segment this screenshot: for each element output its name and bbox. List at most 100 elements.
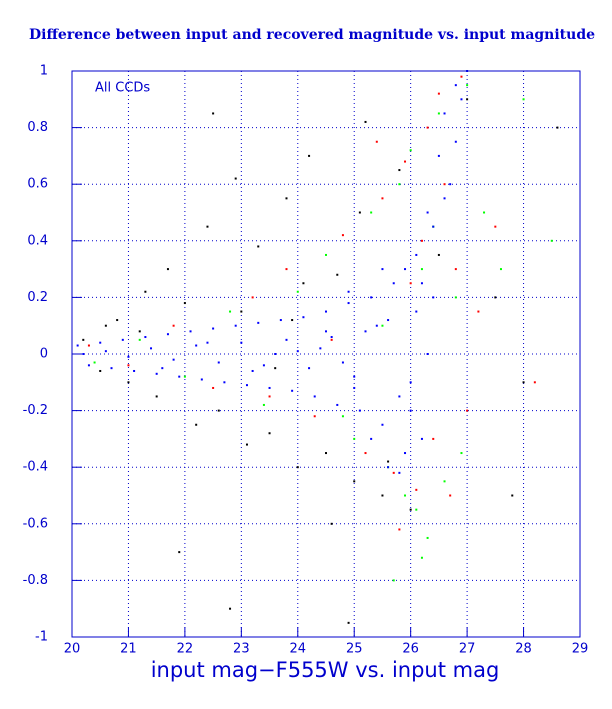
scatter-point — [426, 126, 429, 129]
y-tick-label: 1 — [40, 64, 48, 79]
y-tick-label: -0.6 — [23, 516, 48, 531]
scatter-point — [494, 296, 497, 299]
scatter-point — [325, 330, 327, 333]
scatter-point — [437, 92, 440, 95]
scatter-point — [127, 355, 130, 358]
scatter-point — [449, 494, 452, 497]
scatter-point — [212, 327, 215, 330]
scatter-point — [404, 160, 407, 163]
scatter-point — [460, 75, 463, 78]
scatter-point — [319, 347, 322, 350]
scatter-point — [217, 409, 220, 412]
scatter-point — [426, 211, 429, 214]
scatter-point — [245, 443, 248, 446]
scatter-point — [144, 290, 147, 293]
scatter-point — [499, 268, 502, 271]
scatter-point — [550, 239, 553, 242]
scatter-point — [110, 367, 113, 370]
scatter-point — [234, 324, 237, 327]
scatter-point — [358, 211, 361, 214]
scatter-point — [99, 341, 102, 344]
x-tick-label: 23 — [233, 642, 250, 657]
scatter-point — [556, 126, 559, 129]
scatter-point — [449, 183, 452, 186]
scatter-point — [398, 471, 401, 474]
y-tick-label: -1 — [35, 630, 48, 645]
x-axis-label: input mag−F555W vs. input mag — [151, 658, 500, 682]
scatter-point — [296, 466, 299, 469]
scatter-point — [454, 296, 457, 299]
scatter-point — [285, 338, 288, 341]
scatter-point — [133, 369, 136, 372]
scatter-point — [87, 364, 90, 367]
scatter-point — [387, 466, 390, 469]
scatter-point — [426, 536, 429, 539]
scatter-point — [144, 336, 147, 339]
x-tick-label: 26 — [402, 642, 419, 657]
scatter-point — [183, 302, 186, 305]
scatter-point — [347, 302, 350, 305]
scatter-point — [409, 381, 412, 384]
scatter-point — [223, 381, 226, 384]
scatter-point — [330, 338, 333, 341]
scatter-point — [336, 273, 339, 276]
scatter-point — [353, 375, 356, 378]
scatter-point — [296, 350, 299, 353]
scatter-point — [398, 183, 401, 186]
scatter-point — [409, 149, 412, 152]
scatter-point — [104, 350, 107, 353]
y-tick-label: -0.8 — [23, 573, 48, 588]
scatter-point — [285, 197, 288, 200]
scatter-point — [392, 471, 395, 474]
scatter-point — [437, 112, 440, 115]
scatter-point — [404, 268, 407, 271]
scatter-point — [341, 415, 344, 418]
scatter-point — [234, 177, 237, 180]
scatter-point — [454, 84, 457, 87]
scatter-point — [387, 319, 390, 322]
x-tick-label: 29 — [572, 642, 589, 657]
scatter-point — [195, 423, 198, 426]
scatter-point — [178, 375, 181, 378]
scatter-point — [172, 358, 175, 361]
scatter-point — [325, 310, 327, 313]
scatter-point — [353, 386, 356, 389]
annotation: All CCDs — [95, 81, 150, 96]
scatter-point — [268, 432, 271, 435]
scatter-point — [358, 409, 361, 412]
scatter-point — [296, 290, 299, 293]
scatter-point — [533, 381, 536, 384]
scatter-point — [415, 488, 418, 491]
scatter-point — [155, 395, 158, 398]
scatter-point — [76, 344, 79, 347]
scatter-point — [82, 353, 85, 355]
scatter-point — [206, 341, 209, 344]
scatter-point — [121, 338, 124, 341]
x-tick-label: 20 — [64, 642, 81, 657]
scatter-point — [511, 494, 514, 497]
scatter-point — [116, 319, 119, 322]
scatter-point — [522, 98, 525, 101]
scatter-point — [313, 395, 316, 398]
scatter-point — [387, 460, 390, 463]
scatter-point — [251, 369, 254, 372]
scatter-point — [353, 437, 356, 440]
scatter-point — [437, 154, 440, 157]
x-tick-label: 25 — [346, 642, 363, 657]
scatter-point — [392, 579, 395, 582]
scatter-point — [353, 480, 356, 483]
scatter-point — [381, 494, 384, 497]
scatter-point — [347, 290, 350, 293]
scatter-point — [257, 245, 260, 248]
scatter-point — [341, 361, 344, 364]
y-tick-label: 0 — [40, 347, 48, 362]
scatter-point — [161, 367, 164, 370]
scatter-point — [483, 211, 486, 214]
scatter-point — [341, 234, 344, 237]
scatter-point — [443, 197, 446, 200]
scatter-point — [420, 437, 423, 440]
scatter-point — [251, 296, 254, 299]
scatter-point — [364, 330, 367, 333]
scatter-point — [150, 347, 153, 350]
scatter-point — [166, 333, 169, 336]
